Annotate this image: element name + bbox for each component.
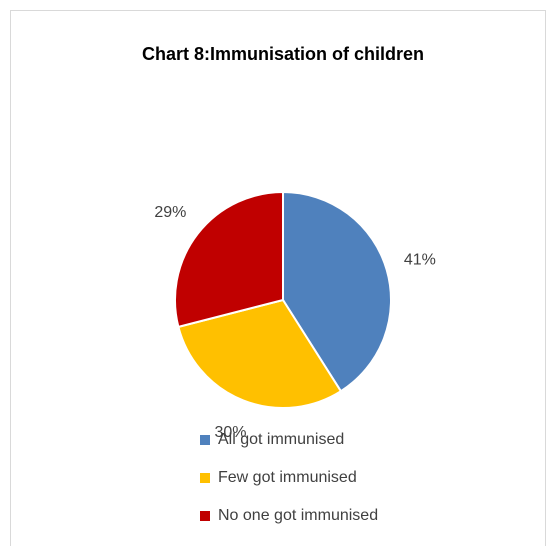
chart-title: Chart 8:Immunisation of children [142, 44, 424, 64]
data-label: 30% [215, 424, 247, 441]
legend-label: No one got immunised [218, 507, 378, 524]
data-label: 41% [404, 251, 436, 268]
legend-swatch [200, 435, 210, 445]
legend-label: Few got immunised [218, 469, 357, 486]
data-label: 29% [154, 204, 186, 221]
pie-slice [177, 298, 343, 409]
pie-slice [174, 190, 284, 329]
legend-swatch [200, 473, 210, 483]
legend-swatch [200, 511, 210, 521]
legend-label: All got immunised [218, 431, 344, 448]
